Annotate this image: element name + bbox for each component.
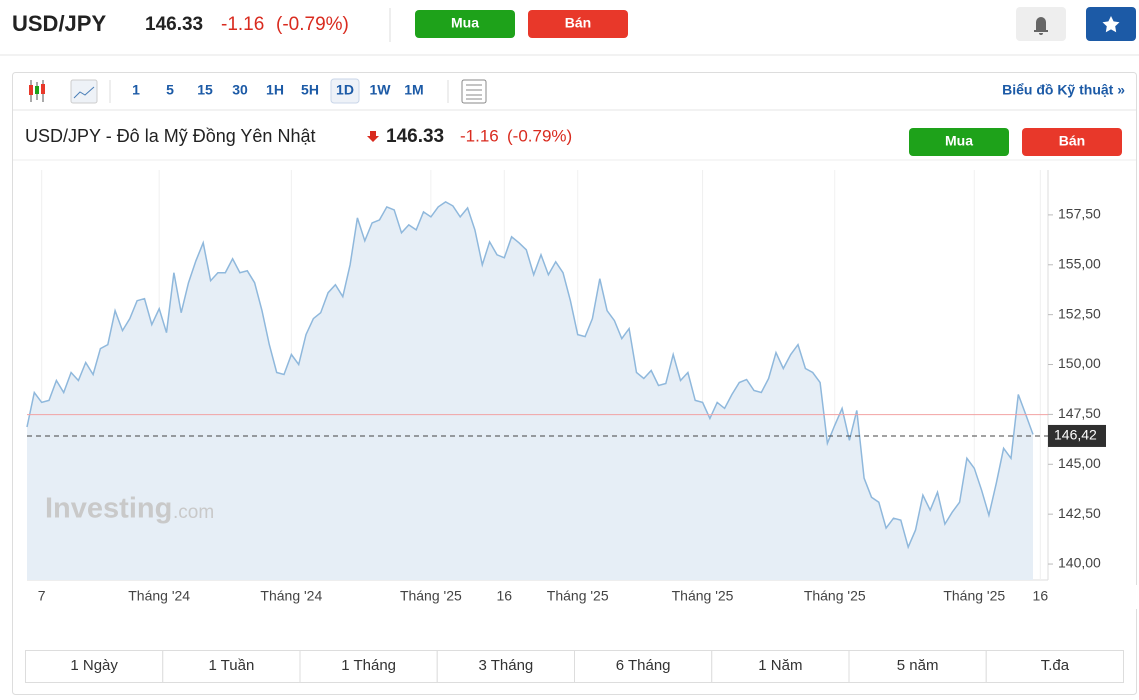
range-label[interactable]: 5 năm bbox=[897, 657, 939, 674]
line bbox=[26, 201, 1034, 550]
range-tab[interactable] bbox=[574, 650, 713, 683]
watermark-brand: Investing bbox=[45, 493, 172, 525]
candle-icon[interactable] bbox=[29, 80, 45, 102]
range-tab[interactable] bbox=[299, 650, 438, 683]
interval[interactable]: 5 bbox=[166, 82, 174, 98]
range-label[interactable]: 3 Tháng bbox=[478, 657, 533, 674]
interval[interactable]: 30 bbox=[232, 82, 248, 98]
range-tab[interactable] bbox=[25, 650, 164, 683]
buy-label[interactable]: Mua bbox=[451, 15, 479, 31]
sell-button[interactable] bbox=[528, 10, 628, 38]
change-pct: (-0.79%) bbox=[276, 14, 349, 35]
layout-glyph bbox=[466, 84, 482, 100]
price: 146.33 bbox=[145, 14, 203, 35]
sell-label[interactable]: Bán bbox=[1059, 133, 1085, 149]
plot: 7 Tháng '24 Tháng '24 Tháng '25 16 Tháng '25 T… bbox=[26, 170, 1139, 609]
last-price-label: 146,42 bbox=[1054, 427, 1097, 443]
interval-selected[interactable] bbox=[330, 78, 360, 104]
range-label[interactable]: 6 Tháng bbox=[616, 657, 671, 674]
y-tick-label: 147,50 bbox=[1058, 405, 1101, 421]
x-tick-label: Tháng '24 bbox=[128, 588, 190, 604]
range-label[interactable]: 1 Tháng bbox=[341, 657, 396, 674]
y-tick-label: 142,50 bbox=[1058, 505, 1101, 521]
buy-label[interactable]: Mua bbox=[945, 133, 973, 149]
range-tab[interactable] bbox=[848, 650, 987, 683]
star-icon bbox=[1102, 16, 1120, 33]
area bbox=[27, 201, 1033, 580]
y-tick-label: 150,00 bbox=[1058, 355, 1101, 371]
y-tick-label: 140,00 bbox=[1058, 555, 1101, 571]
range-tab[interactable] bbox=[985, 650, 1124, 683]
x-axis-mask bbox=[1049, 585, 1139, 609]
y-tick-label: 155,00 bbox=[1058, 255, 1101, 271]
x-tick-label: 7 bbox=[38, 588, 46, 604]
interval[interactable]: 1 bbox=[132, 82, 140, 98]
range-tab[interactable] bbox=[711, 650, 850, 683]
x-tick-label: Tháng '25 bbox=[672, 588, 734, 604]
buy-button[interactable] bbox=[415, 10, 515, 38]
y-tick-label: 157,50 bbox=[1058, 206, 1101, 222]
x-tick-label: Tháng '25 bbox=[804, 588, 866, 604]
area-glyph bbox=[73, 86, 95, 99]
y-tick-label: 152,50 bbox=[1058, 305, 1101, 321]
bell-icon bbox=[1034, 17, 1048, 35]
interval[interactable]: 1D bbox=[336, 82, 354, 98]
range-label[interactable]: T.đa bbox=[1041, 657, 1070, 674]
last-price-box bbox=[1048, 424, 1106, 447]
change: -1.16 bbox=[221, 14, 264, 35]
range-label[interactable]: 1 Ngày bbox=[70, 657, 118, 674]
x-tick-label: Tháng '25 bbox=[547, 588, 609, 604]
area-icon[interactable] bbox=[70, 79, 98, 104]
chart-price: 146.33 bbox=[386, 126, 444, 147]
interval[interactable]: 1W bbox=[370, 82, 392, 98]
chart-card bbox=[12, 72, 1137, 695]
chart-change-pct: (-0.79%) bbox=[507, 126, 572, 145]
symbol: USD/JPY bbox=[12, 11, 106, 36]
chart-change: -1.16 bbox=[460, 126, 499, 145]
interval[interactable]: 1H bbox=[266, 82, 284, 98]
x-tick-label: Tháng '25 bbox=[943, 588, 1005, 604]
interval[interactable]: 15 bbox=[197, 82, 213, 98]
range-label[interactable]: 1 Năm bbox=[758, 657, 802, 674]
down-arrow bbox=[367, 131, 379, 142]
x-tick-label: 16 bbox=[497, 588, 513, 604]
x-tick-label: 16 bbox=[1033, 588, 1049, 604]
chart-title: USD/JPY - Đô la Mỹ Đồng Yên Nhật bbox=[25, 126, 315, 146]
interval[interactable]: 5H bbox=[301, 82, 319, 98]
range-label[interactable]: 1 Tuần bbox=[208, 657, 254, 674]
y-tick-label: 145,00 bbox=[1058, 455, 1101, 471]
sell-label[interactable]: Bán bbox=[565, 15, 591, 31]
sell-button[interactable] bbox=[1022, 128, 1122, 156]
interval[interactable]: 1M bbox=[404, 82, 423, 98]
layout-icon[interactable] bbox=[461, 79, 487, 104]
buy-button[interactable] bbox=[909, 128, 1009, 156]
x-tick-label: Tháng '24 bbox=[260, 588, 322, 604]
x-tick-label: Tháng '25 bbox=[400, 588, 462, 604]
watermark-suffix: .com bbox=[173, 502, 214, 523]
technical-link[interactable]: Biểu đồ Kỹ thuật » bbox=[1002, 82, 1125, 98]
